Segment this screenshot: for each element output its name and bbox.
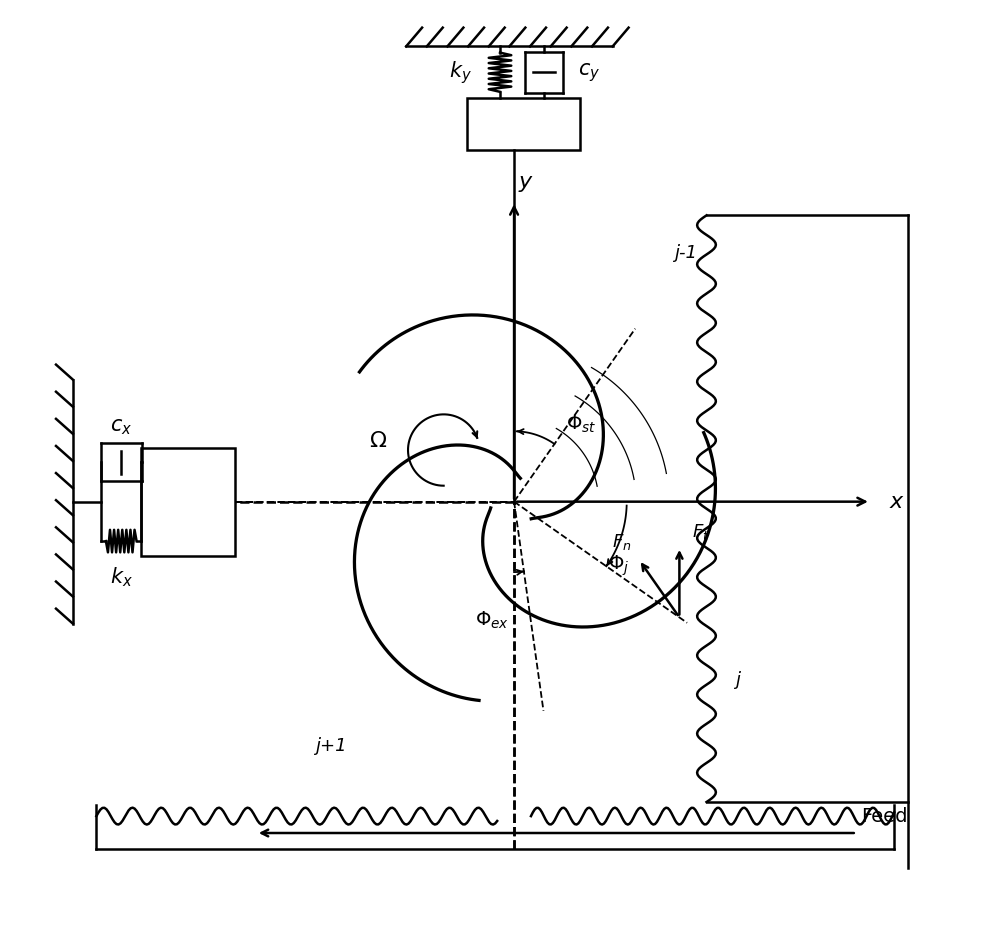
- Text: $c_y$: $c_y$: [578, 61, 600, 83]
- Text: x: x: [890, 491, 903, 511]
- Text: Feed: Feed: [862, 807, 908, 826]
- Text: y: y: [519, 172, 532, 192]
- Bar: [141, 448, 235, 556]
- Text: $\Omega$: $\Omega$: [369, 431, 387, 451]
- Text: $\Phi_{st}$: $\Phi_{st}$: [566, 414, 596, 436]
- Text: $F_t$: $F_t$: [692, 523, 709, 543]
- Bar: [467, 98, 580, 150]
- Text: $\Phi_{ex}$: $\Phi_{ex}$: [475, 610, 509, 631]
- Text: $k_x$: $k_x$: [110, 565, 133, 588]
- Text: $k_y$: $k_y$: [449, 59, 472, 85]
- Text: $c_x$: $c_x$: [110, 417, 132, 437]
- Text: j+1: j+1: [315, 737, 347, 755]
- Text: j: j: [735, 671, 740, 689]
- Text: $F_n$: $F_n$: [612, 532, 632, 552]
- Text: j-1: j-1: [674, 244, 697, 262]
- Text: $\Phi_j$: $\Phi_j$: [608, 553, 629, 578]
